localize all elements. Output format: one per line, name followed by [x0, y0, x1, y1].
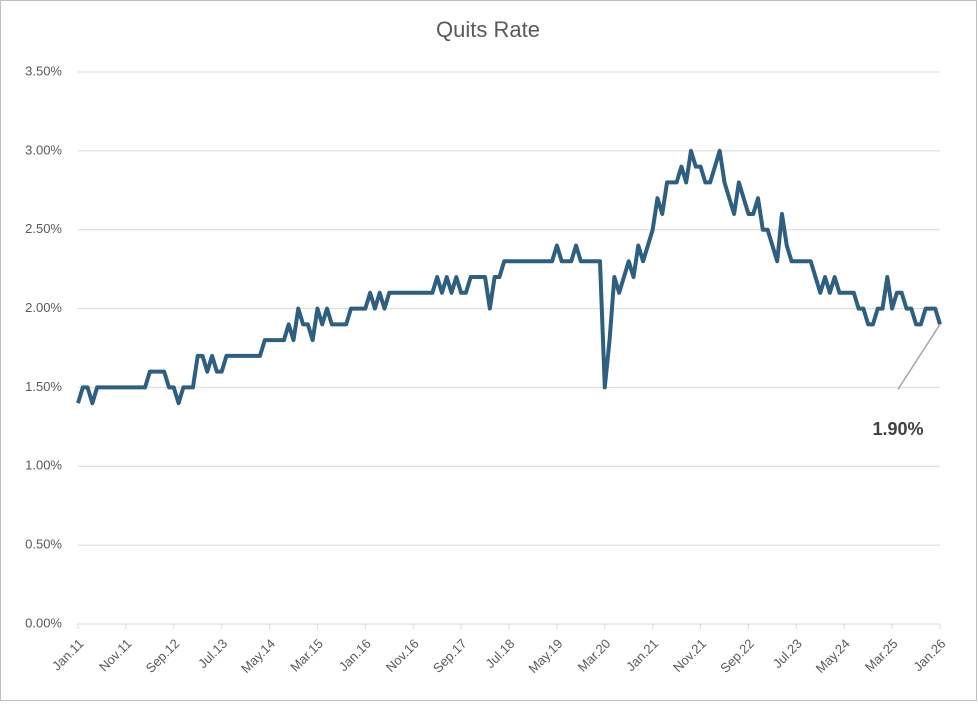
y-tick-label: 1.00%: [25, 458, 62, 473]
y-tick-label: 2.50%: [25, 221, 62, 236]
y-tick-label: 3.00%: [25, 142, 62, 157]
y-tick-label: 3.50%: [25, 63, 62, 78]
line-series: [76, 148, 942, 406]
y-tick-label: 0.50%: [25, 537, 62, 552]
annotation: 1.90%: [872, 419, 923, 439]
y-tick-label: 1.50%: [25, 379, 62, 394]
y-tick-label: 0.00%: [25, 615, 62, 630]
annotation-leader: [897, 323, 941, 390]
chart-title: Quits Rate: [436, 17, 540, 42]
y-tick-label: 2.00%: [25, 300, 62, 315]
